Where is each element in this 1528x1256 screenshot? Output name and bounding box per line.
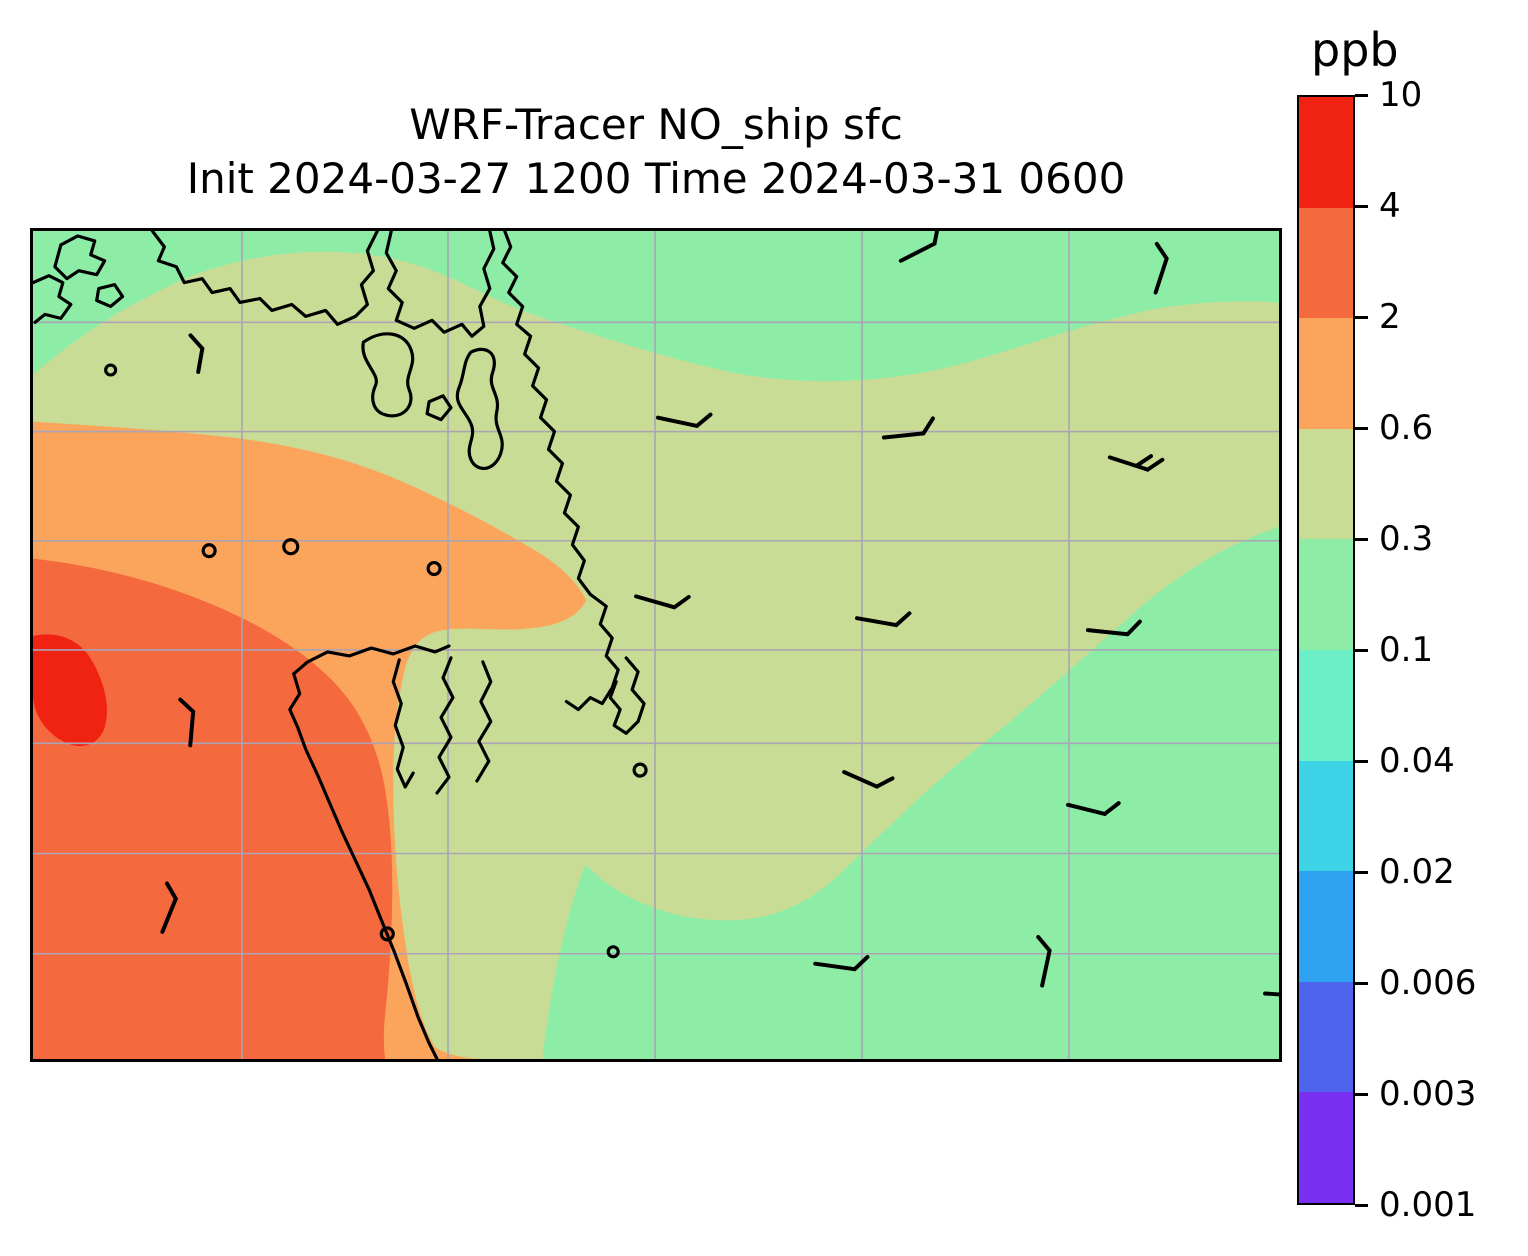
coastline-mid-islands [361, 332, 504, 470]
coastlines [33, 231, 648, 1059]
wind-barb [656, 412, 713, 428]
coastline-east-shoreline [501, 231, 620, 712]
colorbar-tick-mark [1355, 648, 1368, 652]
colorbar-tick-label: 10 [1379, 75, 1423, 115]
colorbar-units-label: ppb [1311, 23, 1399, 77]
colorbar-tick-mark [1355, 426, 1368, 430]
wind-barb [855, 611, 912, 628]
wind-barb [881, 416, 935, 440]
colorbar-area: ppb 10 4 2 0.6 0.3 0.1 0.04 0.02 0.006 0.003 0.001 [1297, 23, 1528, 1255]
wind-barbs [160, 231, 1279, 998]
wind-barb [1085, 619, 1142, 637]
small-ring-islands [104, 363, 648, 959]
colorbar-segment-0.1-0.3-ppb [1299, 539, 1353, 650]
colorbar-tick-mark [1355, 1092, 1368, 1096]
contour-fills [33, 231, 1279, 1059]
colorbar-segment-2-4-ppb [1299, 207, 1353, 319]
colorbar-segment-0.6-2-ppb [1299, 318, 1353, 429]
wind-barb [1153, 241, 1169, 295]
contour-region-2-4 [33, 558, 393, 1059]
colorbar-tick-label: 0.1 [1379, 630, 1434, 670]
colorbar-tick-mark [1355, 93, 1368, 97]
colorbar-tick-mark [1355, 981, 1368, 985]
colorbar-tick-label: 2 [1379, 297, 1401, 337]
wind-barb [813, 954, 870, 972]
coastline-sound-channels [391, 656, 493, 795]
colorbar-segment-0.02-0.04-ppb [1299, 760, 1353, 872]
plot-title-line2: Init 2024-03-27 1200 Time 2024-03-31 060… [186, 154, 1126, 203]
colorbar-tick-mark [1355, 1203, 1368, 1207]
colorbar-segment-0.003-0.006-ppb [1299, 981, 1353, 1093]
colorbar-tick-mark [1355, 870, 1368, 874]
coastline-southeast-hook [608, 656, 646, 735]
colorbar-segment-0.04-0.1-ppb [1299, 649, 1353, 761]
wind-barb [188, 333, 205, 374]
wind-barb [1263, 980, 1279, 998]
colorbar-tick-label: 0.6 [1379, 408, 1434, 448]
wind-barb [898, 231, 940, 263]
colorbar-tick-label: 0.02 [1379, 852, 1455, 892]
colorbar-tick-mark [1355, 204, 1368, 208]
map-panel [30, 228, 1282, 1062]
map-plot [33, 231, 1279, 1059]
colorbar-tick-label: 0.003 [1379, 1074, 1477, 1114]
colorbar-tick-label: 0.001 [1379, 1185, 1477, 1225]
gridline-horizontal [33, 321, 1279, 955]
colorbar-segment-0.006-0.02-ppb [1299, 871, 1353, 982]
colorbar-tick-label: 0.006 [1379, 963, 1477, 1003]
plot-title-line1: WRF-Tracer NO_ship sfc [409, 100, 903, 149]
coastline-north-shore-inlets [150, 231, 496, 338]
coastline-top-left-islands [33, 234, 125, 324]
colorbar [1297, 95, 1355, 1205]
colorbar-tick-mark [1355, 537, 1368, 541]
colorbar-tick-label: 0.04 [1379, 741, 1455, 781]
colorbar-tick-label: 4 [1379, 186, 1401, 226]
plot-title: WRF-Tracer NO_ship sfc Init 2024-03-27 1… [30, 98, 1282, 206]
wind-barb [178, 697, 196, 748]
wind-barb [160, 881, 178, 934]
wind-barb [634, 594, 691, 610]
wind-barb [1036, 935, 1052, 988]
wind-barb [1066, 801, 1121, 816]
colorbar-tick-mark [1355, 315, 1368, 319]
wind-barb [1107, 454, 1165, 472]
coastline-strait-south-shore [292, 644, 451, 676]
coastline-outer-pacific-coast [288, 672, 439, 1059]
colorbar-tick-label: 0.3 [1379, 519, 1434, 559]
colorbar-segment-0.3-0.6-ppb [1299, 428, 1353, 540]
wind-barb [842, 770, 895, 789]
colorbar-tick-mark [1355, 759, 1368, 763]
colorbar-segment-4-10-ppb [1299, 97, 1353, 208]
colorbar-segment-0.001-0.003-ppb [1299, 1092, 1353, 1203]
contour-region-4-10 [33, 634, 107, 747]
